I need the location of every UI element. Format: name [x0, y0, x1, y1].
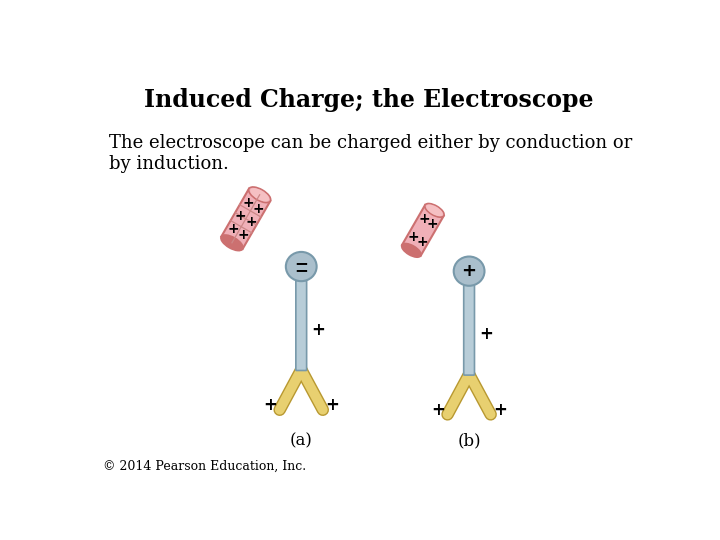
Text: © 2014 Pearson Education, Inc.: © 2014 Pearson Education, Inc.: [102, 460, 306, 473]
Ellipse shape: [286, 252, 317, 281]
Text: +: +: [408, 230, 419, 244]
Text: (a): (a): [290, 432, 312, 449]
Polygon shape: [402, 205, 444, 256]
Text: +: +: [253, 201, 264, 215]
Text: +: +: [325, 396, 339, 414]
FancyBboxPatch shape: [296, 280, 307, 370]
Text: +: +: [431, 401, 445, 418]
Text: +: +: [462, 262, 477, 280]
Text: +: +: [264, 396, 277, 414]
Text: Induced Charge; the Electroscope: Induced Charge; the Electroscope: [144, 88, 594, 112]
Text: +: +: [416, 235, 428, 249]
Text: +: +: [479, 326, 493, 343]
Text: (b): (b): [457, 432, 481, 449]
Ellipse shape: [251, 188, 269, 201]
Text: +: +: [418, 212, 430, 226]
Polygon shape: [221, 188, 270, 249]
Ellipse shape: [248, 187, 271, 202]
Text: −: −: [294, 261, 308, 279]
Ellipse shape: [425, 204, 444, 217]
Text: +: +: [235, 209, 246, 222]
Text: +: +: [227, 222, 238, 236]
Ellipse shape: [221, 235, 243, 251]
Text: +: +: [426, 217, 438, 231]
Ellipse shape: [426, 205, 443, 216]
Text: The electroscope can be charged either by conduction or
by induction.: The electroscope can be charged either b…: [109, 134, 632, 173]
Text: +: +: [242, 195, 254, 210]
Text: +: +: [493, 401, 507, 418]
Ellipse shape: [402, 244, 421, 257]
Text: +: +: [311, 321, 325, 339]
Text: −: −: [294, 254, 308, 273]
Ellipse shape: [454, 256, 485, 286]
Text: +: +: [246, 215, 257, 229]
FancyBboxPatch shape: [464, 285, 474, 375]
Text: +: +: [238, 228, 249, 242]
